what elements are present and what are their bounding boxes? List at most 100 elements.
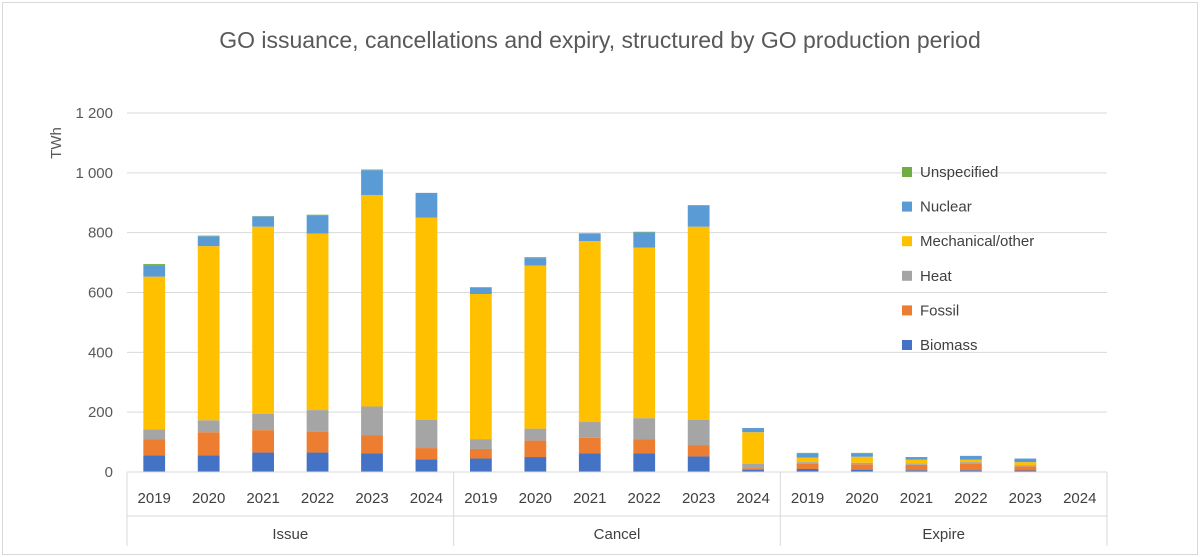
bar-segment-nuclear [470,287,492,294]
bar-segment-mechanical-other [742,432,764,464]
bar-segment-biomass [470,458,492,472]
x-tick-label: 2022 [628,490,661,507]
bar-segment-mechanical-other [252,226,274,414]
legend-label: Biomass [920,337,978,354]
legend-swatch [902,236,912,247]
bar-segment-nuclear [687,205,710,227]
x-tick-label: 2021 [900,490,933,507]
y-tick-label: 800 [88,225,113,242]
bar-segment-fossil [578,437,601,454]
x-tick-label: 2020 [192,490,225,507]
bar-segment-mechanical-other [306,233,329,411]
bar-segment-heat [361,406,383,436]
bar-segment-unspecified [524,257,547,259]
bar-segment-unspecified [306,214,329,216]
bar-segment-heat [415,419,438,449]
legend-swatch [902,167,912,177]
bar-segment-fossil [905,464,928,471]
bar-segment-fossil [361,435,383,454]
x-tick-label: 2019 [138,490,171,507]
bar-segment-heat [197,420,220,433]
bar-segment-biomass [524,457,547,472]
x-tick-label: 2019 [464,490,497,507]
bar-segment-mechanical-other [197,246,220,421]
x-tick-label: 2021 [246,490,279,507]
legend-label: Nuclear [920,199,972,216]
chart-title: GO issuance, cancellations and expiry, s… [219,27,981,53]
bar-segment-nuclear [361,170,383,195]
y-tick-label: 0 [105,464,113,481]
bar-segment-mechanical-other [1014,462,1037,466]
bars [143,169,1037,472]
bar-segment-fossil [796,463,819,470]
bar-segment-fossil [851,464,873,470]
bar-segment-biomass [361,453,383,472]
bar-segment-nuclear [633,232,656,248]
bar-segment-fossil [524,440,547,458]
bar-segment-heat [905,463,928,465]
bar-segment-biomass [197,455,220,472]
group-label: Cancel [594,526,641,543]
bar-segment-biomass [578,453,601,472]
bar-segment-nuclear [415,192,438,218]
legend-label: Heat [920,268,953,285]
bar-segment-heat [470,439,492,449]
bar-segment-fossil [1014,466,1037,471]
bar-segment-heat [306,410,329,432]
legend-swatch [902,340,912,350]
legend-label: Mechanical/other [920,233,1034,250]
x-tick-label: 2020 [845,490,878,507]
bar-segment-nuclear [306,215,329,234]
legend: Unspecified Nuclear Mechanical/other Heat Fo… [902,164,1034,354]
y-tick-label: 1 000 [75,165,113,182]
bar-segment-fossil [960,463,982,471]
bar-segment-fossil [252,430,274,453]
bar-segment-mechanical-other [361,194,383,407]
bar-segment-biomass [415,459,438,472]
bar-segment-mechanical-other [851,456,873,463]
bar-segment-nuclear [742,428,764,433]
bar-segment-fossil [415,448,438,460]
x-tick-label: 2022 [954,490,987,507]
x-tick-label: 2021 [573,490,606,507]
legend-label: Unspecified [920,164,998,181]
x-tick-label: 2024 [1063,490,1096,507]
bar-segment-mechanical-other [415,217,438,420]
bar-segment-fossil [143,439,166,456]
bar-segment-heat [796,462,819,464]
y-tick-label: 200 [88,404,113,421]
bar-segment-heat [252,413,274,431]
bar-segment-nuclear [197,236,220,247]
y-axis-label: TWh [48,127,65,159]
x-tick-label: 2024 [736,490,769,507]
x-tick-label: 2020 [519,490,552,507]
gridlines [127,112,1107,473]
bar-segment-mechanical-other [143,276,166,430]
bar-segment-nuclear [524,258,547,266]
bar-segment-unspecified [143,264,166,266]
x-tick-label: 2019 [791,490,824,507]
bar-segment-fossil [687,445,710,457]
bar-segment-nuclear [143,265,166,277]
bar-segment-nuclear [796,453,819,458]
bar-segment-biomass [687,456,710,472]
legend-swatch [902,201,912,212]
bar-segment-heat [143,429,166,440]
bar-segment-biomass [633,453,656,472]
bar-segment-fossil [633,439,656,454]
bar-segment-mechanical-other [960,459,982,463]
x-tick-label: 2023 [1009,490,1042,507]
bar-segment-nuclear [960,455,982,460]
bar-segment-mechanical-other [470,293,492,440]
bar-segment-heat [524,428,547,441]
bar-segment-mechanical-other [578,241,601,423]
bar-segment-heat [960,462,982,464]
bar-segment-fossil [306,431,329,453]
legend-swatch [902,305,912,316]
legend-label: Fossil [920,302,959,319]
bar-segment-heat [578,422,601,438]
bar-segment-biomass [960,470,982,472]
bar-segment-fossil [197,432,220,456]
bar-segment-unspecified [197,235,220,237]
x-tick-label: 2024 [410,490,443,507]
